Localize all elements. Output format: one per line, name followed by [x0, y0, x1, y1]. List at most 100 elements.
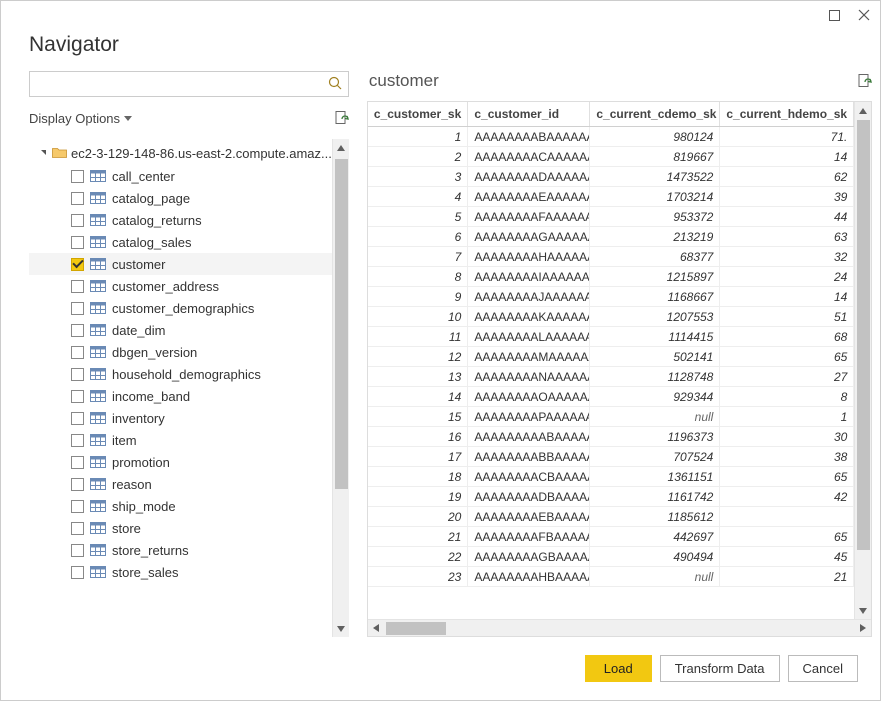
table-row[interactable]: 23AAAAAAAAHBAAAAAAnull21 [368, 567, 854, 587]
checkbox[interactable] [71, 412, 84, 425]
checkbox[interactable] [71, 302, 84, 315]
tree-root[interactable]: ec2-3-129-148-86.us-east-2.compute.amaz.… [29, 141, 332, 165]
cell: 17 [368, 447, 468, 467]
tree-item[interactable]: customer [29, 253, 332, 275]
scroll-left-button[interactable] [368, 620, 385, 636]
checkbox[interactable] [71, 456, 84, 469]
tree-scrollbar[interactable] [332, 139, 349, 637]
scroll-down-button[interactable] [333, 620, 349, 637]
table-row[interactable]: 4AAAAAAAAEAAAAAAA170321439 [368, 187, 854, 207]
table-row[interactable]: 21AAAAAAAAFBAAAAAA44269765 [368, 527, 854, 547]
tree-item[interactable]: household_demographics [29, 363, 332, 385]
column-header[interactable]: c_current_hdemo_sk [720, 102, 854, 127]
tree-item[interactable]: dbgen_version [29, 341, 332, 363]
checkbox[interactable] [71, 346, 84, 359]
tree-item[interactable]: item [29, 429, 332, 451]
checkbox[interactable] [71, 258, 84, 271]
table-row[interactable]: 2AAAAAAAACAAAAAAA81966714 [368, 147, 854, 167]
table-row[interactable]: 12AAAAAAAAMAAAAAAA50214165 [368, 347, 854, 367]
cell: 23 [368, 567, 468, 587]
checkbox[interactable] [71, 214, 84, 227]
scroll-thumb[interactable] [335, 159, 348, 489]
table-row[interactable]: 20AAAAAAAAEBAAAAAA1185612 [368, 507, 854, 527]
checkbox[interactable] [71, 280, 84, 293]
search-box[interactable] [29, 71, 349, 97]
cell: 1168667 [590, 287, 720, 307]
checkbox[interactable] [71, 368, 84, 381]
scroll-down-button[interactable] [855, 602, 871, 619]
preview-refresh-icon[interactable] [856, 73, 872, 89]
grid-scrollbar-h[interactable] [368, 619, 872, 636]
scroll-up-button[interactable] [855, 102, 871, 119]
display-options-dropdown[interactable]: Display Options [29, 111, 132, 126]
tree-item[interactable]: catalog_page [29, 187, 332, 209]
tree-item[interactable]: promotion [29, 451, 332, 473]
table-row[interactable]: 13AAAAAAAANAAAAAAA112874827 [368, 367, 854, 387]
table-row[interactable]: 17AAAAAAAABBAAAAAA70752438 [368, 447, 854, 467]
checkbox[interactable] [71, 500, 84, 513]
search-icon[interactable] [328, 76, 342, 93]
checkbox[interactable] [71, 522, 84, 535]
cell: 1 [720, 407, 854, 427]
checkbox[interactable] [71, 566, 84, 579]
checkbox[interactable] [71, 544, 84, 557]
cell: 953372 [590, 207, 720, 227]
tree-item[interactable]: date_dim [29, 319, 332, 341]
load-button[interactable]: Load [585, 655, 652, 682]
table-row[interactable]: 5AAAAAAAAFAAAAAAA95337244 [368, 207, 854, 227]
tree-item[interactable]: customer_demographics [29, 297, 332, 319]
column-header[interactable]: c_current_cdemo_sk [590, 102, 720, 127]
tree-item[interactable]: inventory [29, 407, 332, 429]
preview-grid: c_customer_skc_customer_idc_current_cdem… [368, 102, 855, 619]
checkbox[interactable] [71, 236, 84, 249]
table-row[interactable]: 9AAAAAAAAJAAAAAAA116866714 [368, 287, 854, 307]
scroll-thumb[interactable] [857, 120, 870, 550]
tree-item[interactable]: catalog_returns [29, 209, 332, 231]
table-row[interactable]: 19AAAAAAAADBAAAAAA116174242 [368, 487, 854, 507]
scroll-up-button[interactable] [333, 139, 349, 156]
table-row[interactable]: 1AAAAAAAABAAAAAAA98012471. [368, 127, 854, 147]
column-header[interactable]: c_customer_sk [368, 102, 468, 127]
tree-item[interactable]: income_band [29, 385, 332, 407]
scroll-thumb-h[interactable] [386, 622, 446, 635]
tree-item[interactable]: call_center [29, 165, 332, 187]
table-row[interactable]: 8AAAAAAAAIAAAAAAA121589724 [368, 267, 854, 287]
table-row[interactable]: 3AAAAAAAADAAAAAAA147352262 [368, 167, 854, 187]
tree-item[interactable]: ship_mode [29, 495, 332, 517]
column-header[interactable]: c_customer_id [468, 102, 590, 127]
transform-data-button[interactable]: Transform Data [660, 655, 780, 682]
checkbox[interactable] [71, 170, 84, 183]
table-row[interactable]: 11AAAAAAAALAAAAAAA111441568 [368, 327, 854, 347]
table-row[interactable]: 22AAAAAAAAGBAAAAAA49049445 [368, 547, 854, 567]
scroll-right-button[interactable] [854, 620, 871, 636]
table-row[interactable]: 6AAAAAAAAGAAAAAAA21321963 [368, 227, 854, 247]
table-row[interactable]: 15AAAAAAAAPAAAAAAAnull1 [368, 407, 854, 427]
checkbox[interactable] [71, 390, 84, 403]
tree-item[interactable]: customer_address [29, 275, 332, 297]
cell: 8 [368, 267, 468, 287]
search-input[interactable] [36, 76, 328, 93]
tree-item[interactable]: store [29, 517, 332, 539]
refresh-icon[interactable] [333, 110, 349, 126]
checkbox[interactable] [71, 192, 84, 205]
maximize-icon[interactable] [829, 10, 840, 21]
tree-expand-icon[interactable] [41, 150, 46, 155]
tree-item[interactable]: store_sales [29, 561, 332, 583]
tree-item-label: income_band [112, 389, 190, 404]
table-row[interactable]: 7AAAAAAAAHAAAAAAA6837732 [368, 247, 854, 267]
table-row[interactable]: 18AAAAAAAACBAAAAAA136115165 [368, 467, 854, 487]
tree-item[interactable]: store_returns [29, 539, 332, 561]
checkbox[interactable] [71, 434, 84, 447]
cancel-button[interactable]: Cancel [788, 655, 858, 682]
close-icon[interactable] [858, 9, 870, 21]
table-row[interactable]: 10AAAAAAAAKAAAAAAA120755351 [368, 307, 854, 327]
table-row[interactable]: 14AAAAAAAAOAAAAAAA9293448 [368, 387, 854, 407]
tree-item[interactable]: reason [29, 473, 332, 495]
grid-scrollbar-v[interactable] [854, 102, 871, 619]
table-row[interactable]: 16AAAAAAAAABAAAAAA119637330 [368, 427, 854, 447]
checkbox[interactable] [71, 324, 84, 337]
checkbox[interactable] [71, 478, 84, 491]
display-options-label: Display Options [29, 111, 120, 126]
cell: AAAAAAAAIAAAAAAA [468, 267, 590, 287]
tree-item[interactable]: catalog_sales [29, 231, 332, 253]
